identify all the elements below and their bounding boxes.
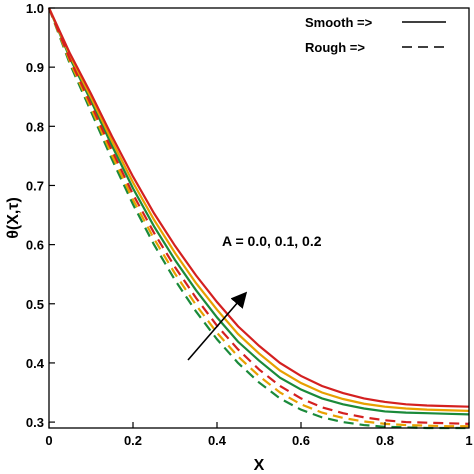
legend-label-smooth: Smooth => (305, 15, 373, 30)
parameter-annotation: A = 0.0, 0.1, 0.2 (222, 233, 322, 249)
x-tick-label: 0.4 (208, 433, 227, 448)
y-tick-label: 0.8 (26, 119, 44, 134)
series-line-dashed-3 (47, 7, 469, 430)
series-line-solid-0 (47, 7, 470, 416)
series-line-dashed-4 (47, 7, 469, 428)
series-line-dashed-5 (47, 7, 470, 425)
y-tick-label: 0.3 (26, 415, 44, 430)
y-tick-label: 1.0 (26, 1, 44, 16)
x-axis-title: X (254, 457, 265, 474)
y-tick-label: 0.6 (26, 238, 44, 253)
series-line-solid-2 (48, 7, 470, 408)
plot-frame (48, 7, 470, 429)
series-layer (47, 7, 470, 430)
x-tick-label: 0.6 (292, 433, 310, 448)
y-tick-label: 0.7 (26, 178, 44, 193)
increase-arrow (187, 291, 248, 361)
y-tick-label: 0.4 (26, 356, 45, 371)
legend: Smooth => Rough => (305, 15, 446, 55)
x-tick-label: 0 (45, 433, 52, 448)
y-axis-title: θ(X,τ) (5, 197, 22, 239)
series-line-solid-1 (47, 7, 470, 412)
tick-layer: 0 0.2 0.4 0.6 0.8 1 0.3 0.4 0.5 0.6 0.7 0.8 0.9 1.0 (26, 1, 473, 448)
x-tick-label: 0.8 (376, 433, 394, 448)
x-tick-label: 0.2 (124, 433, 142, 448)
legend-label-rough: Rough => (305, 40, 365, 55)
x-tick-label: 1 (465, 433, 472, 448)
y-tick-label: 0.9 (26, 60, 44, 75)
y-tick-label: 0.5 (26, 297, 44, 312)
